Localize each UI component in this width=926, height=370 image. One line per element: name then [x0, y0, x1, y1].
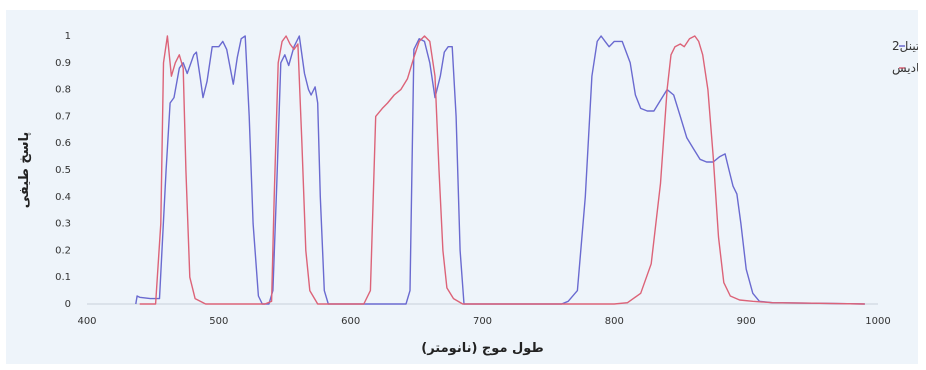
y-tick-label: 0.4	[55, 192, 71, 203]
x-tick-label: 800	[605, 316, 624, 327]
legend-label-sentinel2: سنتینل2	[892, 39, 918, 53]
x-axis-title: طول موج (نانومتر)	[421, 341, 543, 356]
y-tick-label: 0.2	[55, 245, 71, 256]
y-axis-title: پاسخ طیفی	[17, 132, 32, 209]
x-tick-label: 500	[209, 316, 228, 327]
x-tick-label: 900	[737, 316, 756, 327]
y-tick-label: 0.3	[55, 219, 71, 230]
legend-label-modis: مادیس	[892, 61, 918, 76]
series-line-modis	[139, 35, 865, 305]
x-tick-labels: 400 500 600 700 800 900 1000	[77, 316, 890, 327]
y-tick-label: 0.9	[55, 58, 71, 69]
x-tick-label: 1000	[865, 316, 890, 327]
y-tick-label: 1	[65, 31, 71, 42]
legend: سنتینل2 مادیس	[892, 39, 918, 76]
chart-panel: 400 500 600 700 800 900 1000 0 0.1 0.2 0.3 0.4 0.5 0…	[6, 10, 918, 364]
x-tick-label: 400	[77, 316, 96, 327]
y-tick-label: 0.6	[55, 138, 71, 149]
y-tick-label: 0.1	[55, 272, 71, 283]
series-line-sentinel2	[135, 35, 865, 305]
y-tick-labels: 0 0.1 0.2 0.3 0.4 0.5 0.6 0.7 0.8 0.9 1	[55, 31, 71, 310]
y-tick-label: 0.7	[55, 111, 71, 122]
spectral-response-chart: 400 500 600 700 800 900 1000 00.10.20.30.40.50…	[17, 31, 918, 356]
y-tick-label: 0.5	[55, 165, 71, 176]
plot-lines	[135, 35, 865, 305]
x-tick-label: 700	[473, 316, 492, 327]
y-tick-label: 0	[65, 299, 71, 310]
y-tick-label: 0.8	[55, 85, 71, 96]
x-tick-label: 600	[341, 316, 360, 327]
